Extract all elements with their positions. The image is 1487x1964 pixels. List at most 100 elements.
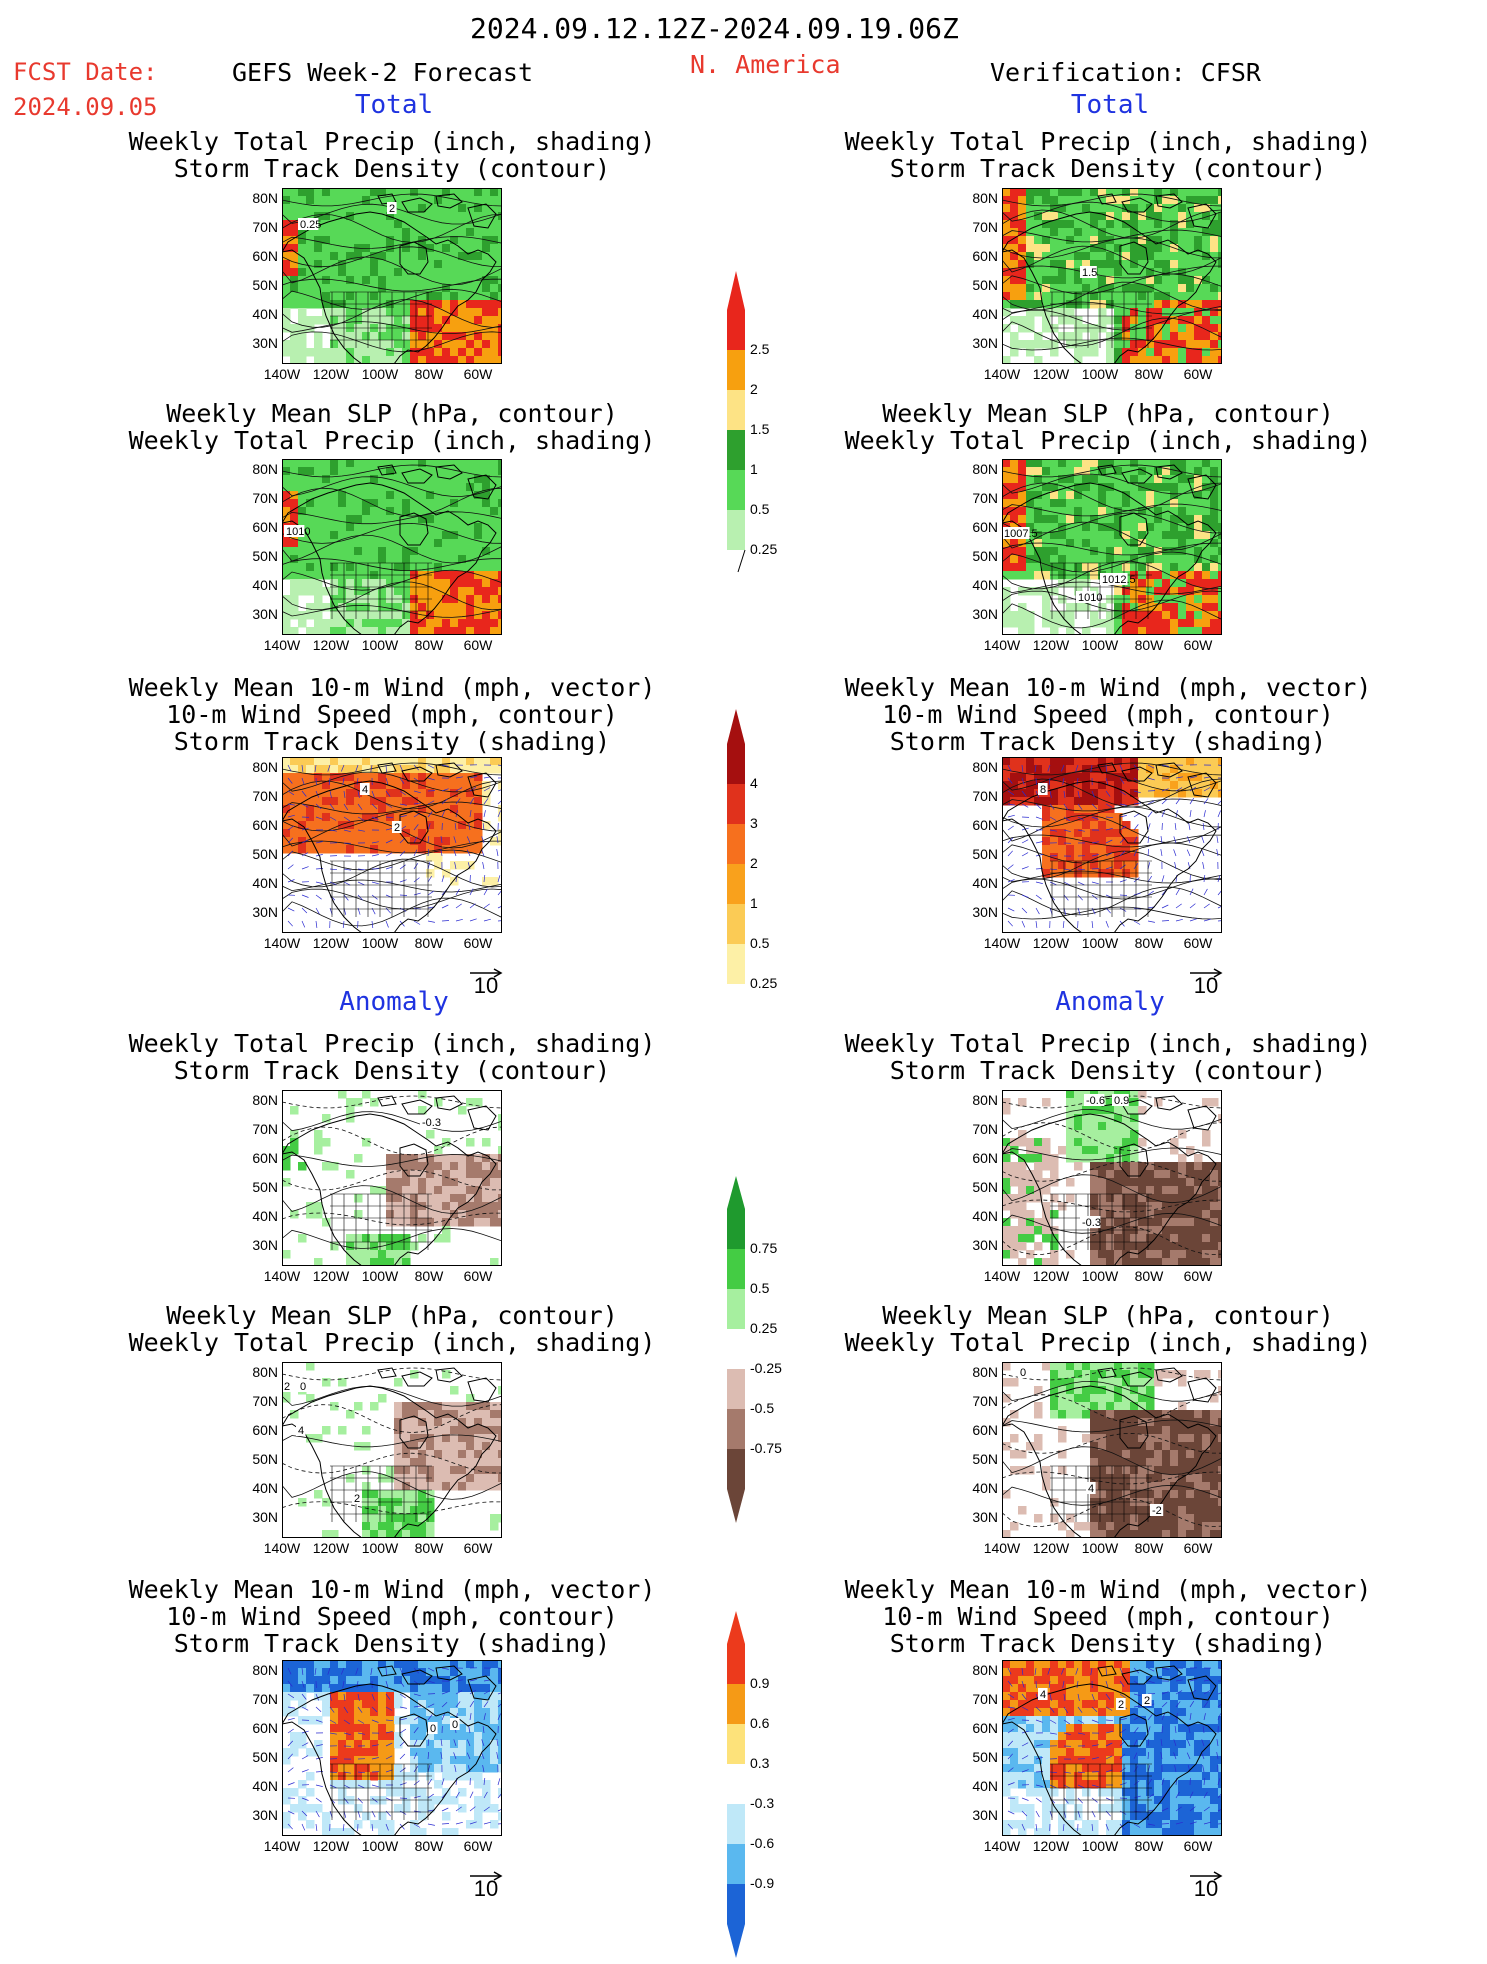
vector-reference-fc-total: 10 (468, 963, 504, 982)
lat-tick-label: 30N (242, 1807, 278, 1823)
colorbar-segment (727, 1724, 745, 1764)
panel-title-ver-total-precip: Weekly Total Precip (inch, shading) Stor… (798, 128, 1418, 182)
lon-tick-label: 140W (978, 1838, 1026, 1854)
lat-tick-label: 30N (242, 904, 278, 920)
colorbar-label: 0.5 (750, 1280, 769, 1296)
lat-tick-label: 80N (242, 1662, 278, 1678)
colorbar-segment (727, 1764, 745, 1804)
lon-tick-label: 60W (454, 637, 502, 653)
map-canvas: 20.25 (282, 188, 502, 364)
lon-tick-label: 100W (1076, 366, 1124, 382)
title-line: Storm Track Density (contour) (82, 1057, 702, 1084)
colorbar-segment (727, 1844, 745, 1884)
contour-label: 0 (1020, 1367, 1026, 1379)
lon-tick-label: 100W (356, 935, 404, 951)
lat-tick-label: 50N (962, 1749, 998, 1765)
title-line: Weekly Total Precip (inch, shading) (798, 128, 1418, 155)
colorbar-label: -0.6 (750, 1835, 774, 1851)
lon-tick-label: 100W (1076, 1268, 1124, 1284)
map-canvas: -0.3 (282, 1090, 502, 1266)
lat-tick-label: 30N (962, 606, 998, 622)
contour-label: 0 (452, 1719, 458, 1731)
title-line: Storm Track Density (shading) (82, 728, 702, 755)
lat-tick-label: 30N (242, 606, 278, 622)
contour-label: 1007.5 (1004, 528, 1038, 540)
lon-tick-label: 80W (405, 1838, 453, 1854)
panel-title-ver-anom-slp: Weekly Mean SLP (hPa, contour) Weekly To… (798, 1302, 1418, 1356)
lat-tick-label: 30N (962, 1509, 998, 1525)
lat-tick-label: 50N (962, 548, 998, 564)
lat-tick-label: 70N (242, 490, 278, 506)
lat-tick-label: 70N (962, 219, 998, 235)
title-line: Storm Track Density (contour) (798, 155, 1418, 182)
colorbar-label: -0.5 (750, 1400, 774, 1416)
lat-tick-label: 80N (962, 461, 998, 477)
contour-label: 4 (298, 1425, 304, 1437)
lat-tick-label: 80N (242, 461, 278, 477)
lat-tick-label: 60N (242, 817, 278, 833)
model-title: GEFS Week-2 Forecast (232, 58, 533, 87)
lon-tick-label: 60W (1174, 1540, 1222, 1556)
lon-tick-label: 100W (356, 366, 404, 382)
lon-tick-label: 80W (1125, 1838, 1173, 1854)
panel-title-ver-total-slp: Weekly Mean SLP (hPa, contour) Weekly To… (798, 400, 1418, 454)
panel-title-fc-total-precip: Weekly Total Precip (inch, shading) Stor… (82, 128, 702, 182)
panel-title-fc-total-wind: Weekly Mean 10-m Wind (mph, vector) 10-m… (82, 674, 702, 755)
colorbar-label: 1 (750, 461, 758, 477)
contour-label: 4 (362, 784, 368, 796)
lat-tick-label: 70N (962, 1393, 998, 1409)
lat-tick-label: 70N (962, 788, 998, 804)
lat-tick-label: 40N (962, 1208, 998, 1224)
panel-title-ver-anom-precip: Weekly Total Precip (inch, shading) Stor… (798, 1030, 1418, 1084)
lat-tick-label: 60N (962, 1150, 998, 1166)
lat-tick-label: 40N (242, 306, 278, 322)
lat-tick-label: 70N (962, 1121, 998, 1137)
title-line: Weekly Total Precip (inch, shading) (82, 128, 702, 155)
map-canvas: 1.5 (1002, 188, 1222, 364)
lon-tick-label: 60W (1174, 1268, 1222, 1284)
colorbar-segment (727, 864, 745, 904)
colorbar-segment (727, 1884, 745, 1958)
lat-tick-label: 40N (962, 577, 998, 593)
colorbar-label: 1.5 (750, 421, 769, 437)
lat-tick-label: 60N (242, 1422, 278, 1438)
colorbar-label: 0.25 (750, 1320, 777, 1336)
lat-tick-label: 50N (242, 1179, 278, 1195)
section-total-left: Total (294, 90, 494, 120)
colorbar-graphic (726, 1175, 746, 1525)
colorbar-graphic (726, 270, 746, 616)
colorbar-segment (727, 1449, 745, 1523)
lat-tick-label: 50N (242, 1451, 278, 1467)
title-line: Weekly Mean SLP (hPa, contour) (798, 400, 1418, 427)
lon-tick-label: 80W (405, 1268, 453, 1284)
lat-tick-label: 30N (242, 1237, 278, 1253)
region-title: N. America (690, 50, 841, 79)
lon-tick-label: 60W (1174, 935, 1222, 951)
contour-label: -0.3 (422, 1117, 441, 1129)
lon-tick-label: 120W (1027, 1838, 1075, 1854)
lon-tick-label: 80W (1125, 935, 1173, 951)
panel-title-fc-anom-wind: Weekly Mean 10-m Wind (mph, vector) 10-m… (82, 1576, 702, 1657)
lat-tick-label: 50N (242, 1749, 278, 1765)
title-line: 10-m Wind Speed (mph, contour) (798, 1603, 1418, 1630)
contour-label: 2 (1144, 1695, 1150, 1707)
colorbar-label: 2 (750, 855, 758, 871)
fcst-date-value: 2024.09.05 (13, 93, 158, 121)
lon-tick-label: 100W (356, 1838, 404, 1854)
title-line: Weekly Mean SLP (hPa, contour) (798, 1302, 1418, 1329)
lat-tick-label: 30N (962, 904, 998, 920)
contour-label: 1010 (1078, 592, 1102, 604)
